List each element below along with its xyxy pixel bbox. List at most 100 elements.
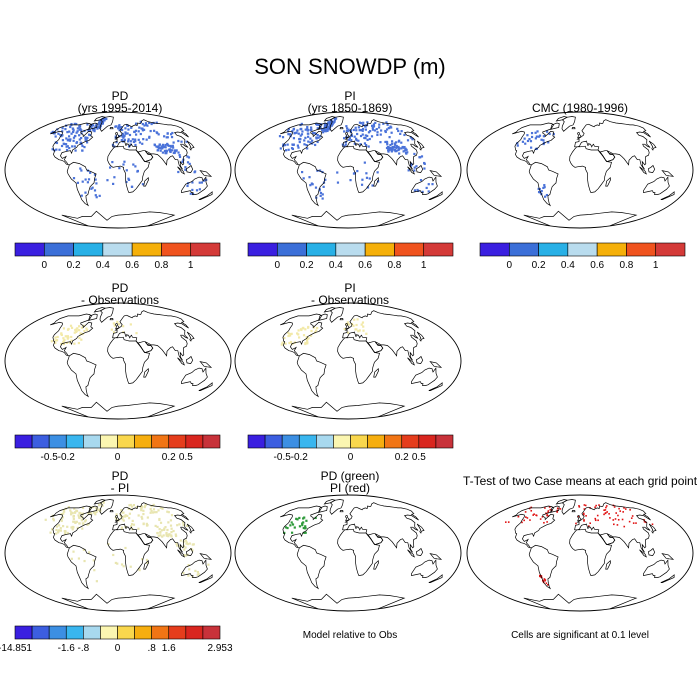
grid-cell xyxy=(521,140,525,143)
grid-cell xyxy=(87,129,90,132)
grid-cell xyxy=(172,146,175,149)
grid-cell xyxy=(376,171,379,174)
grid-cell xyxy=(390,147,393,150)
grid-cell xyxy=(336,171,339,174)
grid-cell xyxy=(314,122,318,126)
colorbar-pi_obs: -0.5 -0.2 0 0.2 0.5 xyxy=(247,434,454,463)
grid-cell xyxy=(122,331,125,334)
coastline-sumatra xyxy=(177,357,185,366)
colorbar-cell xyxy=(31,434,50,449)
grid-cell xyxy=(423,167,426,170)
grid-cell xyxy=(125,180,128,184)
grid-cell xyxy=(196,573,199,576)
grid-cell xyxy=(604,512,607,515)
grid-cell xyxy=(82,324,85,327)
grid-cell xyxy=(357,139,360,142)
grid-cell xyxy=(195,189,199,192)
coastline-antarctica xyxy=(61,210,176,228)
coastline-madagascar xyxy=(143,367,149,378)
panel-title-pd-green-pi-red: PD (green) PI (red) xyxy=(240,470,460,494)
grid-cell xyxy=(75,520,78,523)
coastline-japan xyxy=(648,523,657,534)
colorbar-tick-label: .8 xyxy=(147,643,156,654)
grid-cell xyxy=(61,134,64,137)
grid-cell xyxy=(191,192,195,196)
grid-cell xyxy=(135,505,138,509)
coastline-sumatra xyxy=(177,166,185,175)
grid-cell xyxy=(165,149,168,152)
panel-title-pi: PI (yrs 1850-1869) xyxy=(240,90,460,114)
coastline-new-zealand xyxy=(660,574,675,583)
grid-cell xyxy=(308,176,311,179)
grid-cell xyxy=(385,128,389,131)
grid-cell xyxy=(157,146,160,150)
colorbar-tick-label: 0 xyxy=(275,260,281,271)
grid-cell xyxy=(80,136,83,140)
grid-cell xyxy=(542,139,545,142)
grid-cell xyxy=(131,519,134,523)
grid-cell xyxy=(364,134,367,137)
grid-cell xyxy=(60,518,63,522)
grid-cell xyxy=(132,163,135,166)
coastline-new-guinea xyxy=(199,361,213,368)
grid-cell xyxy=(70,132,73,135)
grid-cell xyxy=(184,539,187,542)
coastline-australia xyxy=(411,559,438,578)
grid-cell xyxy=(545,193,549,197)
grid-cell xyxy=(410,164,413,167)
coastline-greenland xyxy=(561,116,576,132)
grid-cell xyxy=(347,128,350,131)
grid-cell xyxy=(419,156,422,159)
grid-cell xyxy=(184,546,187,549)
grid-cell xyxy=(360,183,364,186)
colorbar-tick-label: 0.2 xyxy=(300,260,314,271)
grid-cell xyxy=(115,518,118,522)
grid-cell xyxy=(406,139,410,142)
grid-cell xyxy=(89,133,92,137)
grid-cell xyxy=(539,191,542,194)
grid-cell xyxy=(60,513,63,516)
grid-cell xyxy=(352,128,355,132)
grid-cell xyxy=(345,125,348,128)
grid-cell xyxy=(552,133,555,136)
grid-cell xyxy=(541,516,544,518)
grid-cell xyxy=(359,143,362,146)
coastline-great-britain xyxy=(577,515,582,522)
coastline-greenland xyxy=(329,116,344,132)
grid-cell xyxy=(163,145,166,149)
grid-cell xyxy=(167,521,170,524)
coastline-new-guinea xyxy=(199,553,213,560)
grid-cell xyxy=(606,511,608,513)
grid-cell xyxy=(128,133,132,137)
grid-cell xyxy=(198,181,201,184)
map-panel-pd_pi xyxy=(4,494,232,612)
grid-cell xyxy=(141,557,144,561)
grid-cell xyxy=(578,506,581,508)
grid-cell xyxy=(106,179,109,182)
grid-cell xyxy=(134,138,137,141)
grid-cell xyxy=(144,503,147,506)
grid-cell xyxy=(559,508,562,510)
grid-cell xyxy=(643,520,646,523)
grid-cell xyxy=(166,533,169,537)
coastline-sumatra xyxy=(639,166,647,175)
grid-cell xyxy=(427,183,430,186)
grid-cell xyxy=(390,131,393,134)
grid-cell xyxy=(304,526,307,530)
colorbar-cell xyxy=(48,434,67,449)
grid-cell xyxy=(193,171,196,174)
grid-cell xyxy=(73,145,76,148)
grid-cell xyxy=(303,531,306,534)
grid-cell xyxy=(132,503,136,507)
grid-cell xyxy=(300,133,304,136)
grid-cell xyxy=(314,186,318,189)
grid-cell xyxy=(150,122,153,126)
grid-cell xyxy=(164,146,167,149)
grid-cell xyxy=(372,125,376,128)
grid-cell xyxy=(594,519,597,522)
coastline-new-zealand xyxy=(660,191,675,200)
colorbar-tick-label: 0 xyxy=(115,643,121,654)
grid-cell xyxy=(346,321,349,324)
grid-cell xyxy=(365,332,368,335)
grid-cell xyxy=(343,130,346,133)
